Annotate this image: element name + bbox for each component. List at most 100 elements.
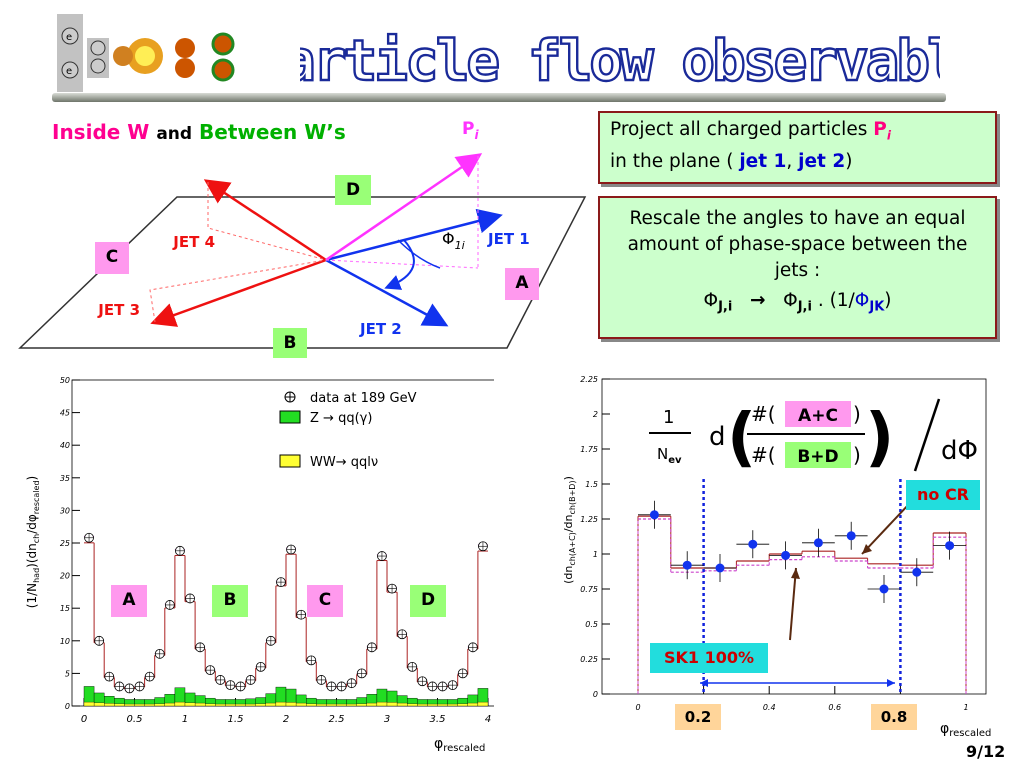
formula-bot-hash: #( — [751, 443, 776, 467]
w-boson-logo — [175, 32, 235, 82]
ww-bar — [275, 701, 287, 707]
ratio-point — [912, 567, 922, 577]
left-ytick-label: 45 — [60, 409, 70, 418]
jet4-arrow — [203, 179, 327, 262]
jet-diagram: JET 4 JET 3 JET 1 JET 2 Pi Φ1i — [18, 119, 587, 349]
left-xtick-label: 1.5 — [228, 714, 244, 725]
collision-logo — [113, 38, 163, 74]
right-xtick-label: 0 — [635, 703, 640, 712]
formula-bot-box: B+D — [797, 447, 838, 467]
angle-label: Φ1i — [442, 229, 465, 252]
jet3-projection — [149, 259, 327, 323]
left-xtick-label: 0.5 — [127, 714, 143, 725]
region-d-tag: D — [335, 175, 371, 205]
inside-w-label: Inside W — [52, 120, 150, 144]
jet1-label: JET 1 — [487, 230, 530, 248]
ratio-point — [813, 538, 823, 548]
right-ylabel: (dnch(A+C)/dnch(B+D)) — [562, 476, 577, 584]
left-ytick-label: 30 — [60, 506, 70, 515]
ratio-point — [748, 539, 758, 549]
jet2-arrow — [325, 258, 449, 327]
left-ytick-label: 50 — [60, 376, 70, 385]
right-ytick-label: 1.5 — [585, 480, 598, 489]
formula-lparen: ( — [727, 401, 756, 473]
slide-number: 9/12 — [966, 742, 1006, 761]
legend-ww-label: WW→ qqlν — [310, 455, 378, 470]
ww-bar — [134, 703, 145, 707]
left-xtick-label: 2.5 — [329, 714, 345, 725]
ww-bar — [447, 703, 458, 707]
ratio-point — [715, 563, 725, 573]
formula-top-hash: #( — [751, 402, 776, 426]
left-xtick-label: 3 — [384, 714, 390, 725]
ww-bar — [356, 703, 367, 707]
ww-bar — [417, 703, 428, 707]
ww-bar — [245, 703, 256, 707]
right-xtick-label: 1 — [963, 703, 968, 712]
ww-bar — [346, 703, 357, 707]
ww-bar — [326, 703, 337, 707]
cut-high-label: 0.8 — [871, 704, 917, 730]
projection-line-2 — [325, 259, 479, 269]
and-label: and — [156, 124, 193, 144]
right-xtick-label: 0.6 — [828, 703, 841, 712]
left-ytick-label: 35 — [60, 474, 70, 483]
ww-bar — [336, 703, 347, 707]
left-ytick-label: 25 — [60, 539, 70, 548]
ww-bar — [255, 703, 266, 707]
ww-bar — [285, 702, 297, 707]
jet2-label: JET 2 — [359, 320, 402, 338]
left-ytick-label: 15 — [60, 604, 70, 613]
left-xtick-label: 2 — [283, 714, 289, 725]
ww-bar — [184, 702, 196, 707]
nocr-pointer — [861, 502, 911, 555]
ww-bar — [114, 703, 125, 707]
ww-bar — [437, 703, 448, 707]
jet3-arrow — [150, 258, 327, 327]
rescale-text: Rescale the angles to have an equal amou… — [627, 208, 968, 281]
title-text: Particle flow observable — [300, 29, 940, 92]
cut-low-label: 0.2 — [675, 704, 721, 730]
left-xlabel: φrescaled — [434, 736, 485, 754]
section-heading: Inside W and Between W’s — [52, 120, 346, 144]
ww-bar — [194, 702, 206, 707]
plane-text: in the plane ( — [610, 150, 734, 172]
left-xtick-label: 4 — [485, 714, 491, 725]
ww-bar — [376, 701, 388, 707]
ww-bar — [386, 702, 398, 707]
right-ytick-label: 0.5 — [585, 620, 598, 629]
legend-z-label: Z → qq(γ) — [310, 411, 372, 426]
right-ytick-label: 0.75 — [580, 585, 598, 594]
ww-bar — [407, 703, 418, 707]
legend-data-label: data at 189 GeV — [310, 391, 417, 406]
ratio-point — [846, 531, 856, 541]
ww-bar — [93, 702, 105, 707]
between-w-label: Between W’s — [199, 120, 346, 144]
ww-bar — [174, 701, 186, 707]
left-ytick-label: 0 — [65, 702, 70, 711]
formula-top-close: ) — [853, 402, 861, 426]
ww-bar — [295, 702, 307, 707]
ratio-point — [781, 550, 791, 560]
ww-bar — [457, 703, 468, 707]
region-c-tag: C — [95, 242, 129, 274]
ratio-point — [682, 560, 692, 570]
jet1-ref: jet 1 — [739, 150, 787, 172]
ww-bar — [124, 703, 135, 707]
ww-bar — [144, 703, 155, 707]
ratio-histogram: 0 0.2 0.4 0.6 0.8 1 0 0.25 0.5 0.75 1 1.25 1.5 1.75 2 2… — [562, 375, 991, 739]
legend-z-swatch — [279, 410, 301, 424]
angle-arc — [384, 239, 415, 290]
positron-logo — [87, 38, 109, 78]
right-ytick-label: 1.75 — [580, 445, 598, 454]
formula-one: 1 — [663, 407, 674, 428]
region-b-tag: B — [273, 328, 307, 358]
angle-arc-small — [397, 239, 441, 269]
ratio-point — [649, 510, 659, 520]
slide-title: Particle flow observable — [300, 28, 940, 92]
formula-d: d — [709, 422, 726, 452]
jet3-label: JET 3 — [97, 301, 140, 319]
ratio-point — [945, 541, 955, 551]
ww-bar — [225, 703, 236, 707]
